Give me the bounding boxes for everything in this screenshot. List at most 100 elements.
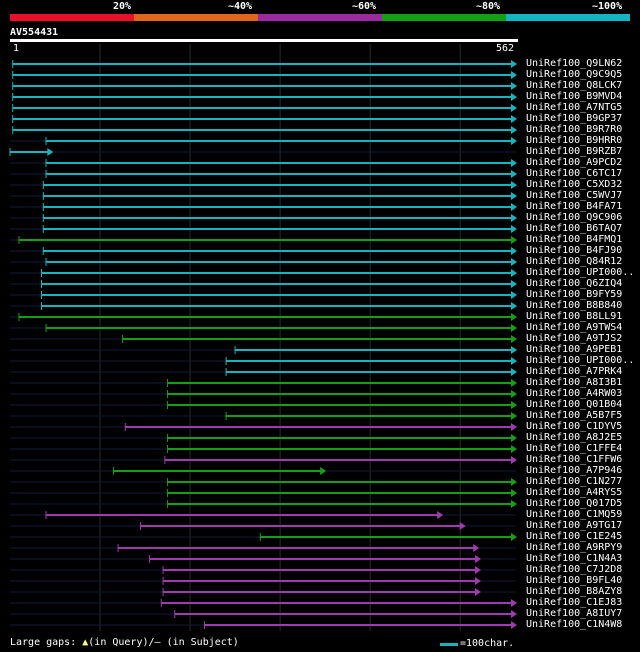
- query-bar: [10, 39, 518, 42]
- hit-label[interactable]: UniRef100_B9GP37: [526, 113, 623, 124]
- hit-label[interactable]: UniRef100_C1FFE4: [526, 443, 623, 454]
- hit-label[interactable]: UniRef100_A9TJS2: [526, 333, 623, 344]
- hit-label[interactable]: UniRef100_B9R7R0: [526, 124, 623, 135]
- hit-arrow: [511, 368, 517, 376]
- hit-label[interactable]: UniRef100_B9HRR0: [526, 135, 623, 146]
- hit-arrow: [511, 401, 517, 409]
- hit-arrow: [511, 302, 517, 310]
- hit-label[interactable]: UniRef100_C1FFW6: [526, 454, 623, 465]
- hit-arrow: [511, 82, 517, 90]
- hit-arrow: [511, 533, 517, 541]
- hit-label[interactable]: UniRef100_Q6ZIQ4: [526, 278, 623, 289]
- hit-label[interactable]: UniRef100_A8J2E5: [526, 432, 623, 443]
- hit-label[interactable]: UniRef100_A7NTG5: [526, 102, 623, 113]
- hit-label[interactable]: UniRef100_A9TG17: [526, 520, 623, 531]
- hit-label[interactable]: UniRef100_Q9LN62: [526, 58, 623, 69]
- hit-arrow: [511, 225, 517, 233]
- hit-arrow: [511, 379, 517, 387]
- hit-label[interactable]: UniRef100_B4FMQ1: [526, 234, 623, 245]
- hit-arrow: [511, 313, 517, 321]
- hit-label[interactable]: UniRef100_Q01B04: [526, 399, 623, 410]
- hit-label[interactable]: UniRef100_B4FA71: [526, 201, 623, 212]
- hit-label[interactable]: UniRef100_C1MQ59: [526, 509, 623, 520]
- scale-label-60: ~60%: [352, 1, 377, 12]
- hit-label[interactable]: UniRef100_C1E245: [526, 531, 623, 542]
- hit-arrow: [511, 137, 517, 145]
- hit-label[interactable]: UniRef100_Q8LCK7: [526, 80, 623, 91]
- hit-arrow: [511, 412, 517, 420]
- hit-arrow: [511, 258, 517, 266]
- hit-arrow: [511, 280, 517, 288]
- scale-seg-1: [10, 14, 134, 21]
- hit-label[interactable]: UniRef100_A9RPY9: [526, 542, 623, 553]
- hit-label[interactable]: UniRef100_B4FJ90: [526, 245, 623, 256]
- scale-label-20: 20%: [113, 1, 132, 12]
- hit-label[interactable]: UniRef100_A9PCD2: [526, 157, 623, 168]
- hit-arrow: [459, 522, 466, 530]
- hit-arrow: [511, 599, 517, 607]
- hit-arrow: [437, 511, 444, 519]
- hit-label[interactable]: UniRef100_B9FL40: [526, 575, 623, 586]
- hit-label[interactable]: UniRef100_C1DYV5: [526, 421, 623, 432]
- hit-label[interactable]: UniRef100_Q84R12: [526, 256, 623, 267]
- hit-label[interactable]: UniRef100_B9FY59: [526, 289, 623, 300]
- hit-label[interactable]: UniRef100_A7PRK4: [526, 366, 623, 377]
- hit-arrow: [511, 126, 517, 134]
- hit-label[interactable]: UniRef100_A9PEB1: [526, 344, 623, 355]
- hit-label[interactable]: UniRef100_C6TC17: [526, 168, 623, 179]
- hit-label[interactable]: UniRef100_B9MVD4: [526, 91, 623, 102]
- hit-label[interactable]: UniRef100_UPI000..: [526, 267, 635, 278]
- hit-arrow: [511, 324, 517, 332]
- hit-label[interactable]: UniRef100_B9RZB7: [526, 146, 623, 157]
- hit-arrow: [511, 203, 517, 211]
- hit-label[interactable]: UniRef100_Q017D5: [526, 498, 623, 509]
- hit-arrow: [511, 60, 517, 68]
- hit-label[interactable]: UniRef100_A5B7F5: [526, 410, 623, 421]
- hit-arrow: [511, 346, 517, 354]
- hit-label[interactable]: UniRef100_B8AZY8: [526, 586, 623, 597]
- hit-arrow: [511, 610, 517, 618]
- hit-arrow: [511, 192, 517, 200]
- hit-label[interactable]: UniRef100_Q9C9Q5: [526, 69, 623, 80]
- hit-label[interactable]: UniRef100_C1EJ83: [526, 597, 623, 608]
- large-gaps-prefix: Large gaps:: [10, 637, 83, 648]
- hit-label[interactable]: UniRef100_B8LL91: [526, 311, 623, 322]
- hit-arrow: [511, 357, 517, 365]
- hit-label[interactable]: UniRef100_A7P946: [526, 465, 623, 476]
- hit-label[interactable]: UniRef100_C1N4A3: [526, 553, 623, 564]
- hit-arrow: [511, 269, 517, 277]
- hit-arrow: [473, 544, 480, 552]
- hit-arrow: [474, 566, 481, 574]
- hit-label[interactable]: UniRef100_C5XD32: [526, 179, 623, 190]
- scale-label-100: ~100%: [592, 1, 623, 12]
- hit-label[interactable]: UniRef100_C1N277: [526, 476, 623, 487]
- hit-arrow: [511, 390, 517, 398]
- hit-label[interactable]: UniRef100_A8I3B1: [526, 377, 623, 388]
- hit-arrow: [511, 445, 517, 453]
- hit-label[interactable]: UniRef100_A9TWS4: [526, 322, 623, 333]
- hit-label[interactable]: UniRef100_C1N4W8: [526, 619, 623, 630]
- hit-label[interactable]: UniRef100_A8IUY7: [526, 608, 623, 619]
- hit-label[interactable]: UniRef100_C5WVJ7: [526, 190, 623, 201]
- hit-arrow: [474, 588, 481, 596]
- hit-label[interactable]: UniRef100_A4RW03: [526, 388, 623, 399]
- hit-arrow: [320, 467, 327, 475]
- scale-label-40: ~40%: [228, 1, 253, 12]
- hit-label[interactable]: UniRef100_B8B840: [526, 300, 623, 311]
- hit-label[interactable]: UniRef100_B6TAQ7: [526, 223, 623, 234]
- hit-arrow: [474, 555, 481, 563]
- query-id: AV554431: [10, 27, 59, 38]
- hit-label[interactable]: UniRef100_UPI000..: [526, 355, 635, 366]
- identity-scale: [10, 14, 630, 21]
- hit-arrow: [511, 434, 517, 442]
- hit-label[interactable]: UniRef100_Q9C906: [526, 212, 623, 223]
- hit-label[interactable]: UniRef100_A4RYS5: [526, 487, 623, 498]
- hit-arrow: [511, 104, 517, 112]
- hit-arrow: [511, 247, 517, 255]
- large-gaps-query: (in Query)/: [88, 637, 155, 648]
- hit-arrow: [511, 71, 517, 79]
- footer: Large gaps: ▲(in Query)/— (in Subject): [10, 637, 239, 649]
- query-end: 562: [496, 43, 515, 54]
- hit-label[interactable]: UniRef100_C7J2D8: [526, 564, 623, 575]
